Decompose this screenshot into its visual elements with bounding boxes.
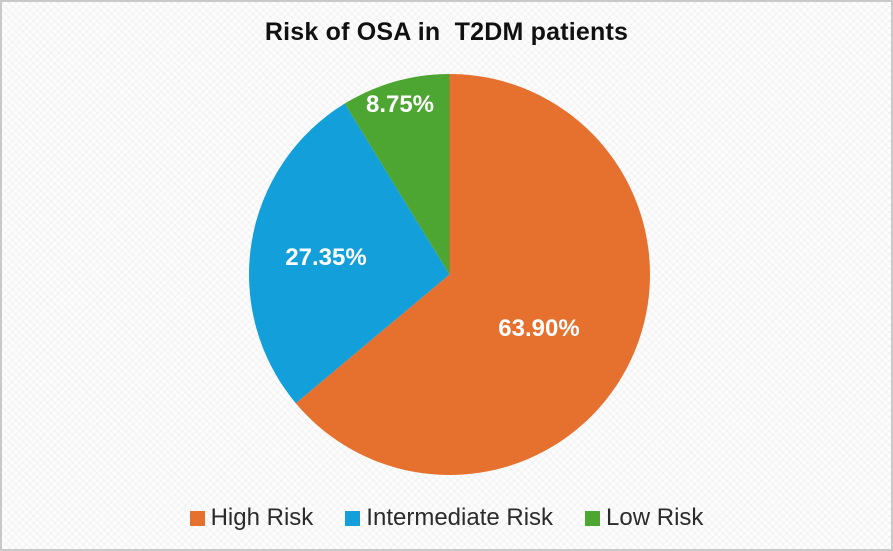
chart-title: Risk of OSA in T2DM patients [264,18,629,46]
slice-label-intermediate-risk: 27.35% [285,244,367,271]
pie-chart [248,73,651,476]
legend-label-high-risk: High Risk [210,504,314,531]
pie-slice-high-risk [295,74,650,476]
pie-slice-intermediate-risk [248,103,450,404]
legend-item-intermediate-risk: Intermediate Risk [345,504,553,532]
legend-swatch-intermediate-risk [345,510,361,526]
legend-item-high-risk: High Risk [189,504,314,532]
slice-label-low-risk: 8.75% [365,91,435,118]
slice-label-high-risk: 63.90% [498,315,580,342]
legend-swatch-high-risk [189,510,205,526]
legend-swatch-low-risk [585,510,601,526]
chart-legend: High Risk Intermediate Risk Low Risk [2,504,891,532]
legend-item-low-risk: Low Risk [585,504,703,532]
pie-slice-low-risk [344,74,450,275]
pie-circle [248,74,650,476]
legend-label-low-risk: Low Risk [606,504,704,531]
legend-label-intermediate-risk: Intermediate Risk [366,504,554,531]
